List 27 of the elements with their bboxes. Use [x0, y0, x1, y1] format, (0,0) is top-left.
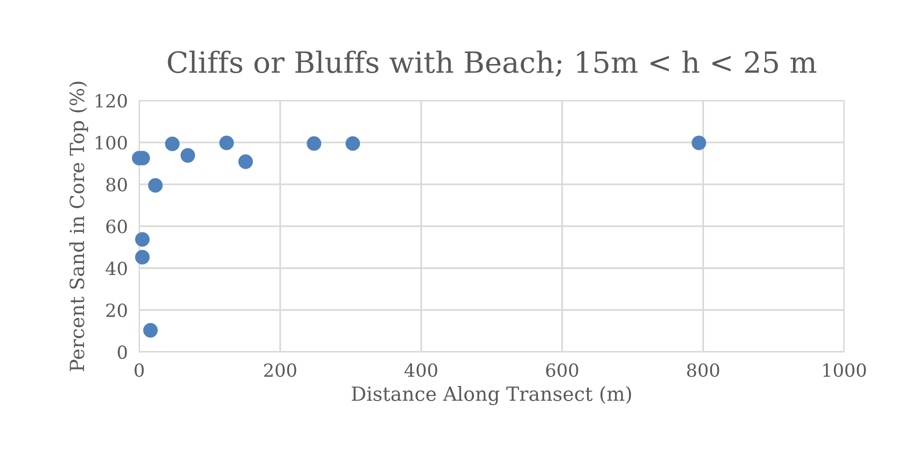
point [135, 232, 150, 247]
y-tick-label: 100 [96, 136, 127, 150]
point [306, 136, 322, 151]
point [135, 250, 150, 264]
x-tick-label: 0 [134, 363, 144, 377]
point [143, 323, 158, 338]
y-tick-label: 60 [106, 220, 127, 234]
x-tick-label: 400 [404, 363, 438, 377]
point [148, 178, 163, 193]
y-tick-label: 80 [106, 178, 127, 192]
point [346, 136, 360, 151]
point [180, 148, 196, 163]
x-tick-label: 800 [687, 363, 720, 377]
y-tick-label: 120 [96, 94, 127, 108]
x-tick-label: 1000 [823, 363, 866, 377]
chart-title: Cliffs or Bluffs with Beach; 15m < h < 25 m [168, 50, 816, 77]
point [219, 136, 234, 150]
x-tick-label: 600 [546, 363, 578, 377]
point [692, 136, 706, 150]
x-axis-title: Distance Along Transect (m) [352, 386, 632, 406]
y-tick-label: 40 [106, 262, 127, 276]
y-axis-title: Percent Sand in Core Top (%) [69, 82, 88, 372]
point [165, 136, 180, 152]
y-tick-label: 20 [106, 303, 127, 318]
point [238, 154, 253, 169]
x-tick-label: 200 [264, 363, 296, 377]
y-tick-label: 0 [118, 345, 127, 360]
